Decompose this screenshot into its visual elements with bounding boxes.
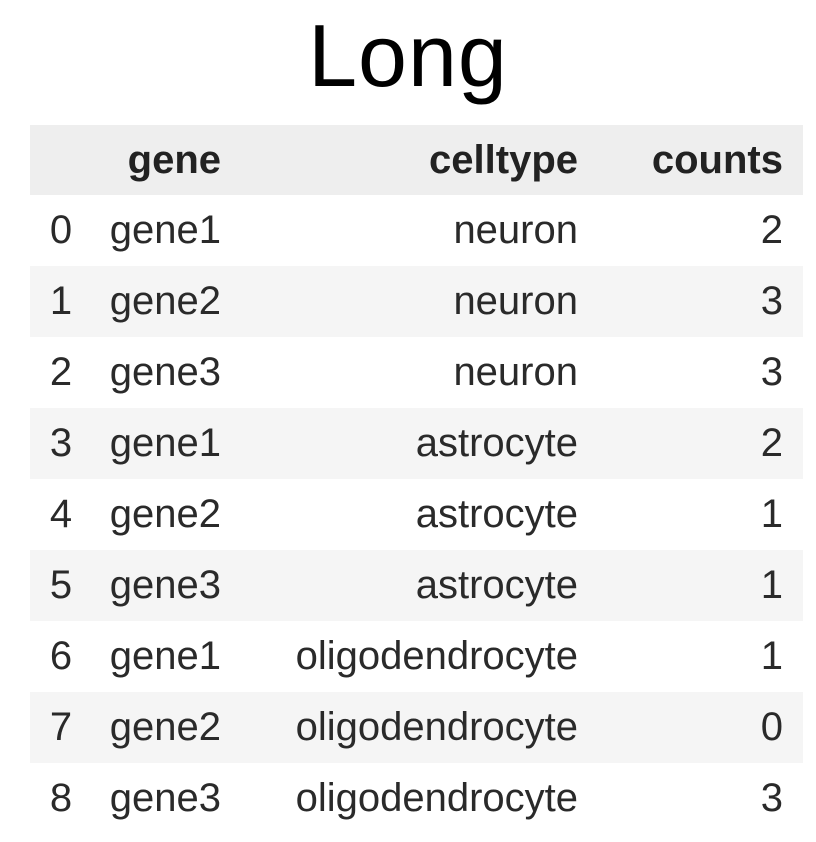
cell-counts: 3	[760, 279, 783, 323]
row-index: 7	[49, 705, 73, 749]
row-index: 6	[49, 634, 73, 678]
row-index: 5	[49, 563, 73, 607]
cell-celltype: neuron	[453, 208, 578, 252]
table-body: 0 gene1 neuron 2 1 gene2 neuron 3 2 gene…	[30, 195, 803, 834]
cell-gene: gene2	[109, 705, 221, 749]
cell-counts: 1	[760, 492, 783, 536]
dataframe-table: gene celltype counts 0 gene1 neuron 2 1 …	[30, 125, 803, 834]
table-header: gene celltype counts	[30, 125, 803, 195]
cell-celltype: astrocyte	[415, 563, 578, 607]
row-index: 1	[49, 279, 73, 323]
row-index: 0	[49, 208, 73, 252]
cell-celltype: astrocyte	[415, 421, 578, 465]
cell-gene: gene1	[109, 634, 221, 678]
table-row: 7 gene2 oligodendrocyte 0	[30, 692, 803, 763]
page-title: Long	[308, 6, 508, 105]
column-header-celltype: celltype	[429, 137, 578, 182]
cell-celltype: neuron	[453, 350, 578, 394]
cell-gene: gene3	[109, 563, 221, 607]
cell-gene: gene3	[109, 776, 221, 820]
cell-counts: 0	[760, 705, 783, 749]
cell-counts: 2	[760, 421, 783, 465]
cell-gene: gene3	[109, 350, 221, 394]
cell-celltype: oligodendrocyte	[295, 705, 578, 749]
cell-celltype: oligodendrocyte	[295, 634, 578, 678]
table-row: 6 gene1 oligodendrocyte 1	[30, 621, 803, 692]
cell-counts: 3	[760, 776, 783, 820]
cell-counts: 1	[760, 563, 783, 607]
table-row: 3 gene1 astrocyte 2	[30, 408, 803, 479]
table-row: 4 gene2 astrocyte 1	[30, 479, 803, 550]
row-index: 4	[49, 492, 73, 536]
table-row: 5 gene3 astrocyte 1	[30, 550, 803, 621]
table-row: 0 gene1 neuron 2	[30, 195, 803, 266]
cell-counts: 2	[760, 208, 783, 252]
row-index: 8	[49, 776, 73, 820]
table-row: 1 gene2 neuron 3	[30, 266, 803, 337]
table-row: 2 gene3 neuron 3	[30, 337, 803, 408]
cell-celltype: astrocyte	[415, 492, 578, 536]
cell-counts: 1	[760, 634, 783, 678]
index-column-header	[30, 125, 92, 195]
row-index: 2	[49, 350, 73, 394]
cell-counts: 3	[760, 350, 783, 394]
table-row: 8 gene3 oligodendrocyte 3	[30, 763, 803, 834]
table-header-row: gene celltype counts	[30, 125, 803, 195]
column-header-counts: counts	[651, 137, 783, 182]
row-index: 3	[49, 421, 73, 465]
dataframe-table-container: gene celltype counts 0 gene1 neuron 2 1 …	[30, 125, 803, 834]
cell-celltype: neuron	[453, 279, 578, 323]
column-header-gene: gene	[127, 137, 221, 182]
cell-gene: gene1	[109, 208, 221, 252]
cell-gene: gene2	[109, 492, 221, 536]
cell-celltype: oligodendrocyte	[295, 776, 578, 820]
cell-gene: gene1	[109, 421, 221, 465]
cell-gene: gene2	[109, 279, 221, 323]
